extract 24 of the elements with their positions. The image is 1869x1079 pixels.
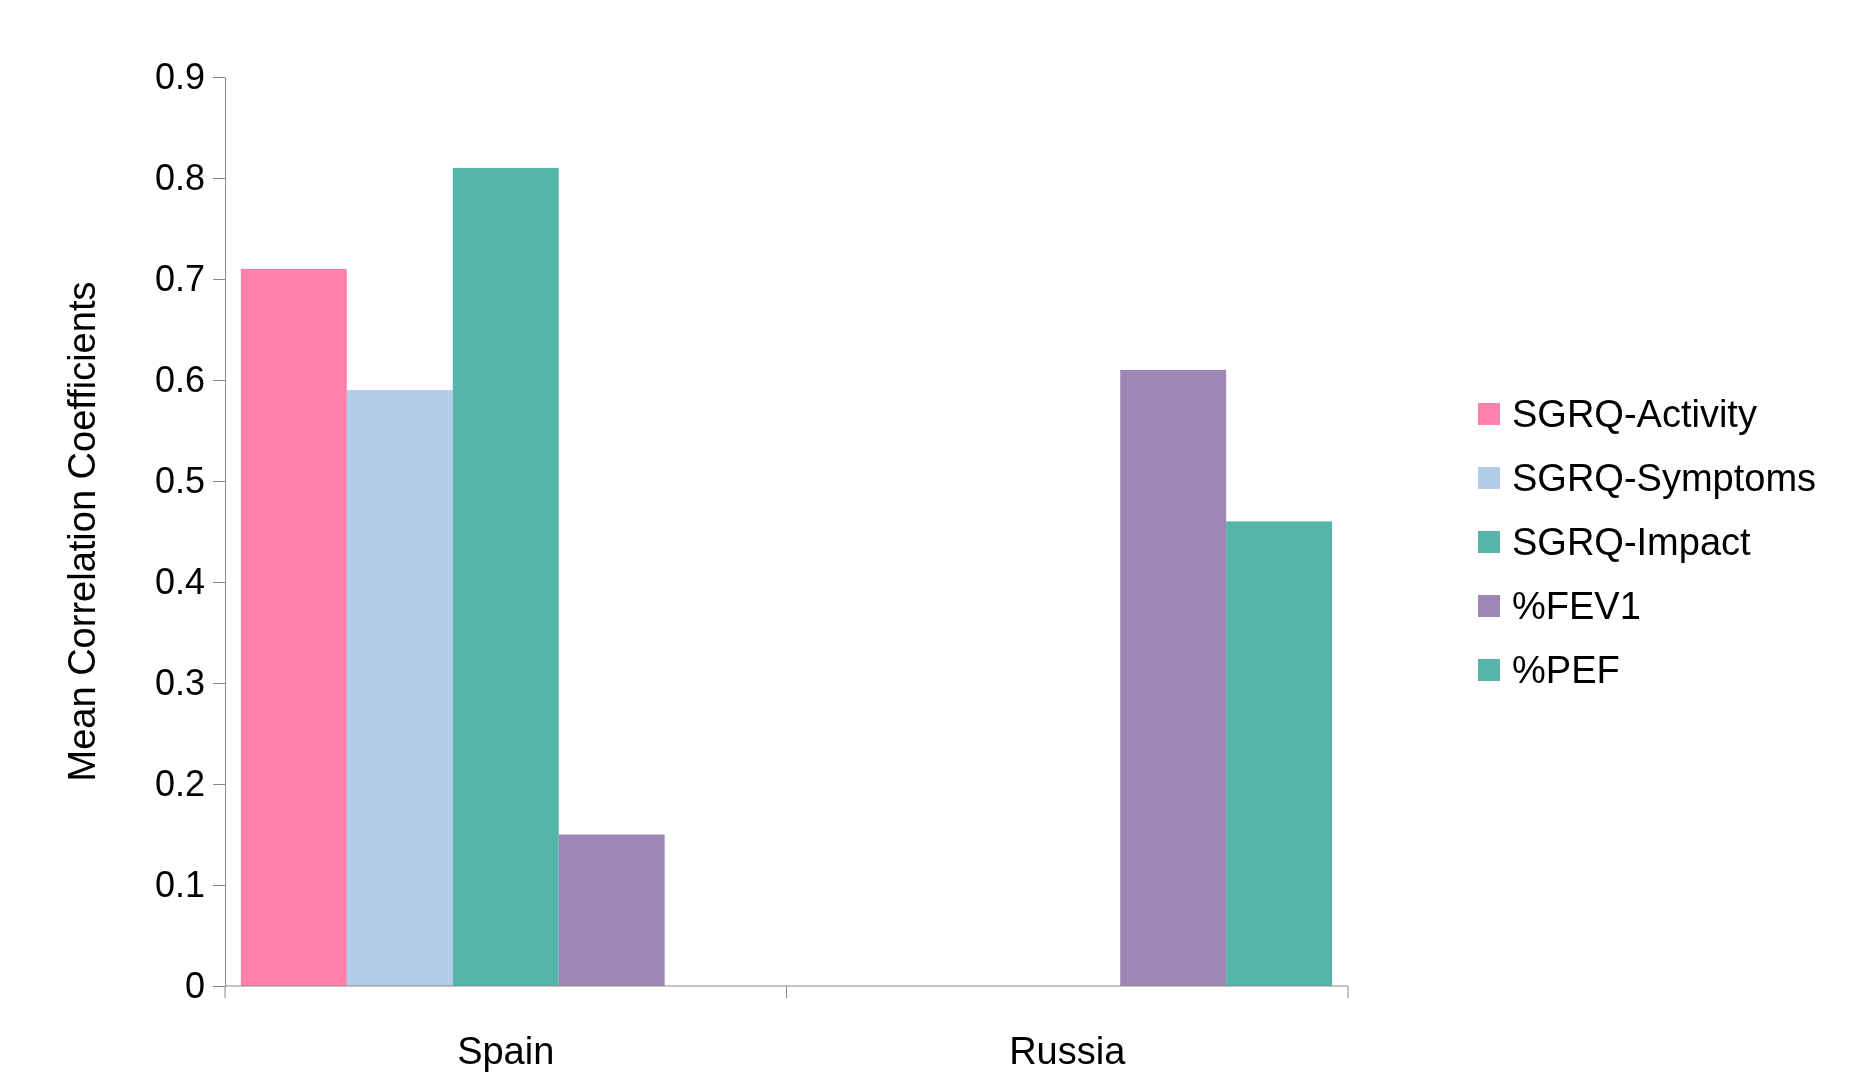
y-tick-label: 0.9 bbox=[154, 56, 205, 98]
bar bbox=[558, 834, 665, 986]
legend-label: %FEV1 bbox=[1512, 585, 1641, 627]
legend-label: SGRQ-Impact bbox=[1512, 521, 1752, 563]
bar bbox=[1226, 521, 1333, 986]
bar bbox=[452, 167, 559, 986]
y-tick-label: 0.7 bbox=[154, 258, 205, 300]
bar bbox=[1120, 369, 1227, 986]
legend-label: SGRQ-Symptoms bbox=[1512, 457, 1817, 499]
legend-label: SGRQ-Activity bbox=[1512, 393, 1757, 435]
y-tick-label: 0.2 bbox=[154, 763, 205, 805]
x-tick-label: Russia bbox=[1009, 1030, 1127, 1072]
y-tick-label: 0 bbox=[184, 965, 205, 1007]
y-axis-title: Mean Correlation Coefficients bbox=[61, 281, 103, 782]
y-tick-label: 0.1 bbox=[154, 864, 205, 906]
y-tick-label: 0.5 bbox=[154, 460, 205, 502]
y-tick-label: 0.4 bbox=[154, 561, 205, 603]
y-tick-label: 0.8 bbox=[154, 157, 205, 199]
legend-label: %PEF bbox=[1512, 649, 1620, 691]
bar bbox=[346, 390, 453, 986]
bar bbox=[240, 268, 347, 986]
y-tick-label: 0.6 bbox=[154, 359, 205, 401]
x-tick-label: Spain bbox=[457, 1030, 555, 1072]
y-tick-label: 0.3 bbox=[154, 662, 205, 704]
